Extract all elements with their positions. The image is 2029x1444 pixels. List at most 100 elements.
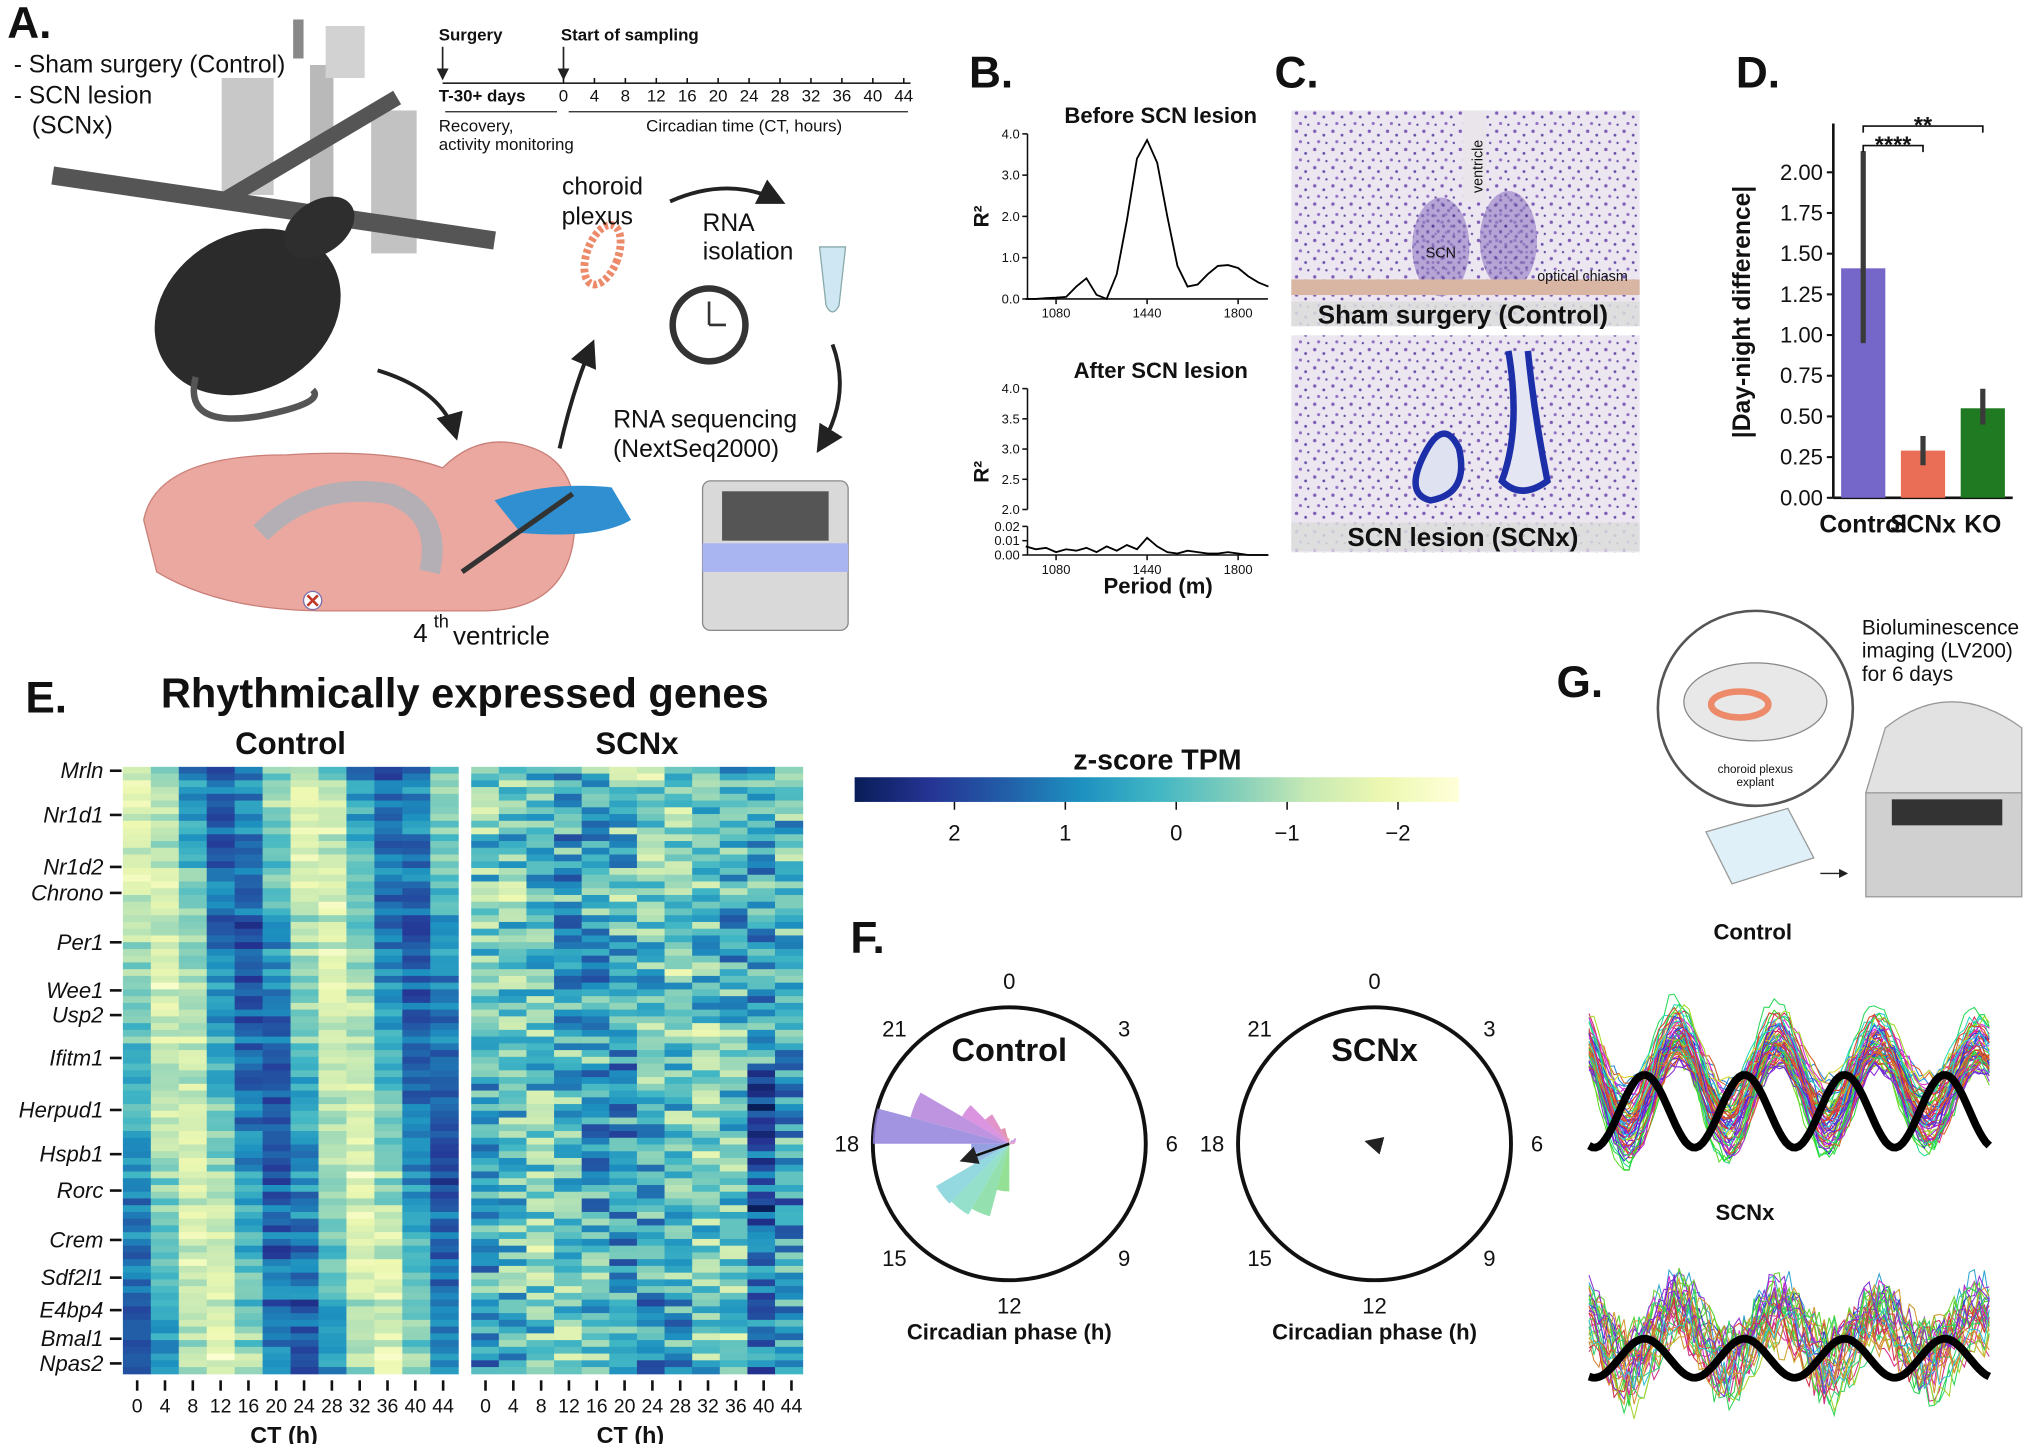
heatmap-cell — [290, 841, 320, 849]
heatmap-cell — [526, 1056, 555, 1065]
heatmap-cell — [719, 847, 748, 856]
heatmap-cell — [150, 1279, 180, 1287]
heatmap-cell — [402, 1225, 431, 1233]
heatmap-cell — [498, 1265, 527, 1274]
heatmap-cell — [664, 894, 693, 903]
heatmap-cell — [775, 1063, 804, 1071]
heatmap-cell — [178, 1016, 208, 1024]
heatmap-cell — [609, 827, 638, 835]
heatmap-cell — [554, 773, 583, 781]
heatmap-cell — [581, 1137, 610, 1146]
heatmap-cell — [609, 1245, 638, 1253]
heatmap-cell — [290, 1090, 320, 1098]
trace — [1588, 1039, 1990, 1106]
heatmap-cell — [554, 962, 583, 970]
heatmap-cell — [402, 1319, 431, 1328]
heatmap-cell — [206, 1002, 236, 1011]
heatmap-cell — [346, 982, 375, 990]
heatmap-cell — [471, 908, 500, 916]
heatmap-cell — [122, 901, 152, 909]
heatmap-cell — [775, 861, 804, 869]
heatmap-cell — [581, 1090, 610, 1098]
heatmap-cell — [747, 1326, 776, 1334]
heatmap-cell — [262, 1070, 292, 1078]
heatmap-cell — [290, 928, 320, 936]
heatmap-cell — [636, 1360, 666, 1368]
heatmap-cell — [122, 1238, 152, 1247]
heatmap-cell — [775, 1151, 804, 1159]
heatmap-cell — [374, 841, 403, 849]
heatmap-cell — [664, 773, 693, 781]
heatmap-cell — [747, 1205, 776, 1213]
heatmap-cell — [636, 948, 666, 957]
heatmap-cell — [290, 1306, 320, 1314]
heatmap-cell — [498, 1238, 527, 1247]
y-tick-label: 0.75 — [1780, 363, 1823, 388]
heatmap-cell — [609, 1346, 638, 1355]
heatmap-cell — [609, 1232, 638, 1240]
heatmap-cell — [206, 861, 236, 869]
heatmap-cell — [290, 814, 320, 822]
heatmap-cell — [609, 1110, 638, 1119]
heatmap-cell — [374, 955, 403, 963]
image-label: SCN — [1426, 245, 1456, 261]
heatmap-cell — [581, 881, 610, 889]
heatmap-cell — [206, 955, 236, 963]
heatmap-cell — [554, 1299, 583, 1307]
ear-bar — [51, 166, 496, 250]
heatmap-cell — [178, 847, 208, 856]
y-tick-label: 2.0 — [1002, 502, 1020, 517]
x-tick-label: 4 — [508, 1395, 519, 1417]
heatmap-cell — [262, 908, 292, 916]
heatmap-cell — [554, 1016, 583, 1024]
heatmap-cell — [234, 1211, 264, 1220]
heatmap-cell — [664, 1009, 693, 1017]
heatmap-cell — [122, 834, 152, 842]
heatmap-cell — [234, 1326, 264, 1334]
heatmap-cell — [636, 915, 666, 923]
x-tick-label: 8 — [187, 1395, 198, 1417]
heatmap-cell — [498, 1279, 527, 1287]
heatmap-cell — [692, 827, 721, 835]
heatmap-cell — [290, 1225, 320, 1233]
heatmap-cell — [554, 948, 583, 957]
heatmap-cell — [290, 1252, 320, 1260]
heatmap-cell — [775, 894, 804, 903]
heatmap-cell — [471, 807, 500, 815]
heatmap-cell — [471, 1252, 500, 1260]
heatmap-cell — [262, 1171, 292, 1179]
heatmap-cell — [498, 935, 527, 943]
heatmap-cell — [554, 1131, 583, 1139]
heatmap-cell — [554, 847, 583, 856]
heatmap-cell — [747, 861, 776, 869]
heatmap-cell — [664, 1232, 693, 1240]
heatmap-cell — [178, 1043, 208, 1051]
heatmap-cell — [692, 1009, 721, 1017]
heatmap-cell — [581, 942, 610, 950]
heatmap-cell — [609, 1171, 638, 1179]
heatmap-cell — [471, 962, 500, 970]
heatmap-cell — [581, 948, 610, 957]
heatmap-cell — [234, 1218, 264, 1226]
trace — [1588, 1313, 1990, 1384]
heatmap-cell — [346, 854, 375, 862]
heatmap-cell — [526, 1110, 555, 1119]
panel-label: D. — [1736, 48, 1780, 97]
heatmap-cell — [498, 962, 527, 970]
heatmap-cell — [609, 814, 638, 822]
heatmap-cell — [747, 1232, 776, 1240]
heatmap-cell — [636, 834, 666, 842]
heatmap-cell — [526, 1171, 555, 1179]
heatmap-cell — [692, 1211, 721, 1220]
heatmap-cell — [775, 996, 804, 1004]
label-band — [1291, 301, 1640, 327]
y-tick-label: 0.0 — [1002, 291, 1020, 306]
heatmap-cell — [471, 1171, 500, 1179]
heatmap-cell — [554, 766, 583, 775]
heatmap-cell — [290, 1023, 320, 1031]
heatmap-cell — [636, 901, 666, 909]
heatmap-cell — [346, 1360, 375, 1368]
theta-tick-label: 9 — [1118, 1246, 1130, 1271]
timeline-tick-label: 40 — [863, 87, 882, 106]
heatmap-cell — [664, 888, 693, 896]
